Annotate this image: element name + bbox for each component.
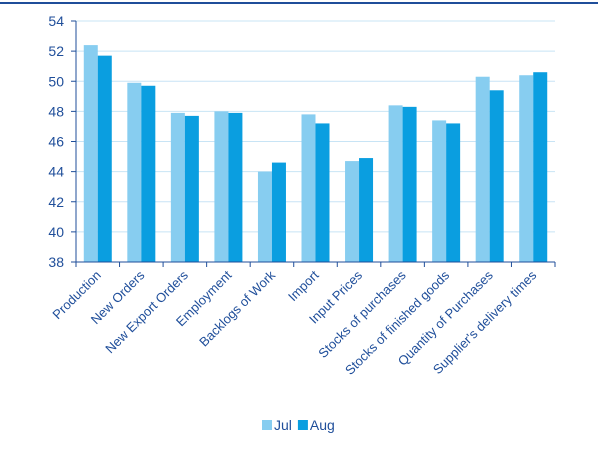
bar-aug — [359, 158, 374, 262]
bar-jul — [127, 82, 142, 262]
bar-aug — [184, 115, 199, 262]
bar-jul — [170, 112, 185, 262]
y-tick-label: 40 — [48, 224, 64, 240]
bar-aug — [315, 123, 330, 262]
bar-jul — [345, 161, 360, 262]
y-tick-label: 52 — [48, 43, 64, 59]
y-axis-ticks: 38 40 42 44 46 48 50 52 54 — [48, 13, 76, 270]
y-tick-label: 46 — [48, 134, 64, 150]
bar-jul — [257, 171, 272, 262]
bars — [83, 45, 548, 263]
x-category-label: Backlogs of Work — [196, 267, 278, 349]
bar-aug — [533, 72, 548, 263]
y-tick-label: 44 — [48, 164, 64, 180]
bar-jul — [388, 105, 403, 262]
legend-label-aug: Aug — [310, 417, 335, 433]
bar-aug — [97, 55, 112, 262]
legend-swatch-aug — [297, 420, 308, 430]
y-tick-label: 42 — [48, 194, 64, 210]
bar-jul — [475, 76, 490, 262]
y-tick-label: 54 — [48, 13, 64, 29]
bar-aug — [489, 90, 504, 262]
bar-jul — [214, 111, 229, 262]
bar-aug — [271, 162, 286, 262]
y-tick-label: 50 — [48, 73, 64, 89]
bar-jul — [519, 75, 534, 262]
y-tick-label: 38 — [48, 254, 64, 270]
x-category-label: Import — [285, 267, 322, 304]
legend-label-jul: Jul — [274, 417, 292, 433]
bar-aug — [446, 123, 461, 262]
bar-aug — [141, 85, 156, 262]
legend: Jul Aug — [262, 417, 335, 433]
bar-jul — [432, 120, 447, 262]
y-tick-label: 48 — [48, 103, 64, 119]
x-category-label: New Export Orders — [102, 267, 191, 356]
bar-aug — [402, 106, 417, 262]
bar-jul — [83, 45, 98, 262]
bar-jul — [301, 114, 316, 262]
legend-swatch-jul — [262, 420, 272, 430]
bar-aug — [228, 112, 243, 262]
gridlines — [76, 20, 555, 233]
header-rule — [0, 2, 598, 4]
